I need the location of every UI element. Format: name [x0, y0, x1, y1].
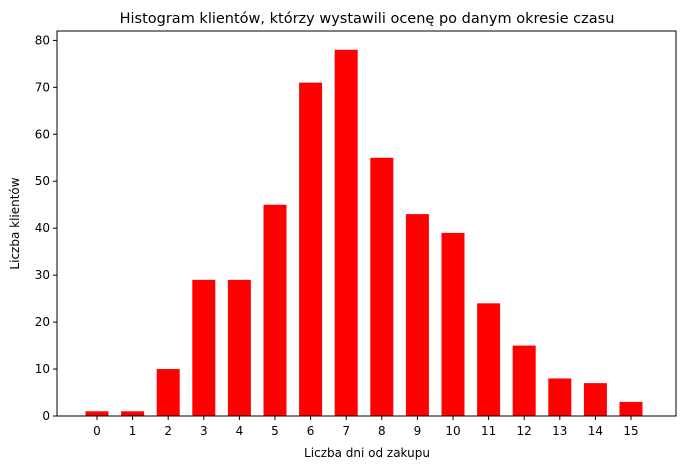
bar-1: [121, 411, 145, 416]
bar-0: [85, 411, 109, 416]
x-tick-label: 0: [93, 424, 101, 438]
y-tick-label: 80: [35, 33, 50, 47]
bar-13: [548, 378, 572, 416]
y-tick-label: 20: [35, 315, 50, 329]
x-tick-label: 8: [378, 424, 386, 438]
bar-10: [441, 232, 465, 416]
x-tick-label: 12: [517, 424, 532, 438]
y-axis-label: Liczba klientów: [8, 177, 22, 269]
y-tick-label: 40: [35, 221, 50, 235]
bar-9: [405, 214, 429, 416]
bar-7: [334, 49, 358, 416]
x-tick-label: 7: [342, 424, 350, 438]
x-tick-label: 5: [271, 424, 279, 438]
x-tick-label: 4: [236, 424, 244, 438]
y-tick-label: 10: [35, 362, 50, 376]
y-tick-label: 50: [35, 174, 50, 188]
x-tick-label: 15: [623, 424, 638, 438]
x-tick-label: 2: [164, 424, 172, 438]
bar-3: [192, 279, 216, 416]
x-tick-label: 11: [481, 424, 496, 438]
x-tick-label: 6: [307, 424, 315, 438]
bar-2: [156, 369, 180, 416]
x-axis-label: Liczba dni od zakupu: [304, 446, 430, 460]
x-tick-label: 9: [414, 424, 422, 438]
bar-11: [477, 303, 501, 416]
x-tick-label: 13: [552, 424, 567, 438]
bar-4: [227, 279, 251, 416]
x-tick-label: 10: [445, 424, 460, 438]
x-tick-label: 14: [588, 424, 603, 438]
plot-frame: [56, 30, 677, 417]
y-tick-label: 70: [35, 80, 50, 94]
bar-15: [619, 401, 643, 416]
x-axis-ticks: 0 1 2 3 4 5 6 7 8 9 10 11 12 13 14 15: [93, 416, 639, 438]
y-axis-ticks: 0 10 20 30 40 50 60 70 80: [35, 33, 57, 423]
bar-5: [263, 204, 287, 416]
y-tick-label: 30: [35, 268, 50, 282]
x-tick-label: 1: [129, 424, 137, 438]
y-tick-label: 0: [42, 409, 50, 423]
bar-6: [299, 82, 323, 417]
bar-8: [370, 157, 394, 416]
chart-title: Histogram klientów, którzy wystawili oce…: [120, 11, 615, 27]
bar-14: [583, 383, 607, 416]
bar-12: [512, 345, 536, 416]
x-tick-label: 3: [200, 424, 208, 438]
bars-group: [85, 49, 643, 417]
y-tick-label: 60: [35, 127, 50, 141]
